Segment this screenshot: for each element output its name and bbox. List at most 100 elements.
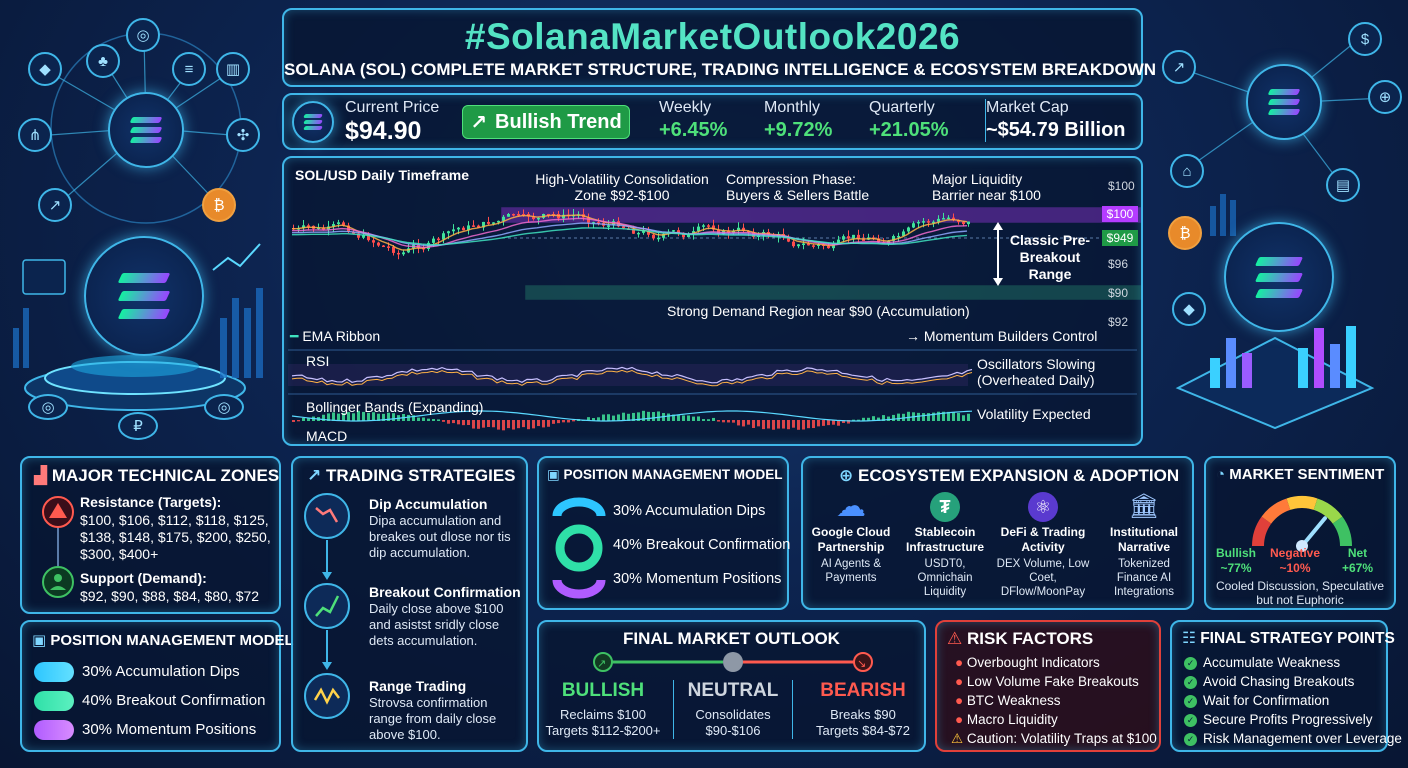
macd-bar: [527, 420, 530, 430]
macd-bar: [812, 420, 815, 429]
macd-bar: [567, 420, 570, 423]
macd-bar: [907, 411, 910, 421]
growth-chart-icon: ▤: [1326, 168, 1360, 202]
candle-body: [842, 236, 845, 240]
candle-body: [832, 243, 835, 249]
current-price-label: Current Price: [345, 99, 440, 116]
macd-bar: [967, 413, 970, 421]
gauge-segment: [1286, 496, 1318, 510]
macd-bar: [917, 412, 920, 421]
macd-bar: [892, 414, 895, 421]
solana-coin-icon: [292, 101, 334, 143]
risk-caution: ⚠ Caution: Volatility Traps at $100: [951, 731, 1157, 747]
candle-body: [742, 227, 745, 231]
macd-bar: [342, 412, 345, 421]
main-chart-panel: SOL/USD Daily Timeframe High-Volatility …: [282, 156, 1143, 446]
position-title: POSITION MANAGEMENT MODEL: [50, 632, 294, 649]
check-icon: ✓: [1184, 675, 1197, 689]
ecosystem-item-title: Institutional Narrative: [1110, 525, 1178, 554]
candle-body: [702, 225, 705, 227]
candle-body: [377, 242, 380, 246]
volatility-note: Volatility Expected: [977, 406, 1091, 422]
macd-bar: [732, 420, 735, 423]
outlook-title: FINAL MARKET OUTLOOK: [623, 629, 840, 648]
risk-item-text: Overbought Indicators: [966, 655, 1100, 670]
stat-value: +21.05%: [869, 119, 949, 141]
sentiment-panel: ◔ MARKET SENTIMENT Bullish ~77% Negative ~…: [1204, 456, 1396, 610]
macd-bar: [362, 411, 365, 421]
macd-bar: [477, 420, 480, 429]
network-icon: ⋔: [18, 118, 52, 152]
macd-bar: [457, 420, 460, 425]
solana-logo-small: [1246, 64, 1322, 140]
risk-caution-text: Caution: Volatility Traps at $100: [966, 731, 1157, 746]
solana-logo-large: [1224, 222, 1334, 332]
net-label-text: Net: [1347, 546, 1368, 560]
support-values: $92, $90, $88, $84, $80, $72: [80, 588, 260, 604]
candle-body: [942, 218, 945, 220]
candle-body: [497, 220, 500, 223]
candle-body: [952, 217, 955, 221]
candle-body: [932, 221, 935, 224]
candle-body: [792, 241, 795, 247]
candle-body: [392, 246, 395, 253]
trend-chart-icon: ↗: [38, 188, 72, 222]
candle-body: [562, 214, 565, 219]
macd-bar: [462, 420, 465, 426]
candle-body: [437, 238, 440, 241]
ecosystem-item-title: Stablecoin Infrastructure: [905, 525, 985, 554]
macd-bar: [622, 412, 625, 421]
candle-body: [402, 252, 405, 255]
outlook-neutral: NEUTRAL Consolidates $90-$106: [673, 680, 793, 739]
macd-bar: [377, 413, 380, 421]
macd-bar: [327, 413, 330, 421]
macd-bar: [747, 420, 750, 425]
coin-icon: ◎: [126, 18, 160, 52]
candle-body: [477, 225, 480, 228]
technical-zones-panel: ▟ MAJOR TECHNICAL ZONES Resistance (Targ…: [20, 456, 281, 614]
candle-body: [837, 239, 840, 244]
candle-body: [967, 221, 970, 225]
macd-bar: [292, 420, 295, 423]
allocation-label: 30% Accumulation Dips: [82, 662, 240, 680]
list-icon: ☷: [1182, 630, 1196, 647]
macd-bar: [882, 415, 885, 421]
outlook-panel: FINAL MARKET OUTLOOK ↗ ↘ BULLISH Reclaim…: [537, 620, 926, 752]
candle-body: [812, 245, 815, 247]
annotation-demand: Strong Demand Region near $90 (Accumulat…: [667, 303, 970, 319]
price-tag-92: $92: [1108, 315, 1129, 329]
bullish-label: Bullish ~77%: [1216, 546, 1256, 576]
macd-bar: [787, 420, 790, 430]
candle-body: [827, 245, 830, 249]
rsi-line: [291, 366, 973, 384]
risk-item: ● Low Volume Fake Breakouts: [955, 674, 1139, 689]
zones-title: MAJOR TECHNICAL ZONES: [51, 466, 280, 485]
macd-bar: [847, 420, 850, 424]
macd-bar: [502, 420, 505, 431]
ecosystem-item-text: Tokenized Finance AI Integrations: [1113, 558, 1175, 598]
stat-label: Weekly: [659, 99, 712, 116]
negative-label: Negative ~10%: [1270, 546, 1320, 576]
annotation-range: Classic Pre-Breakout Range: [1009, 232, 1091, 282]
candle-body: [672, 230, 675, 232]
allocation-label: 30% Momentum Positions: [613, 571, 782, 587]
candle-body: [817, 244, 820, 246]
macd-bar: [702, 419, 705, 421]
allocation-label: 40% Breakout Confirmation: [613, 537, 791, 553]
macd-bar: [947, 411, 950, 421]
final-item: ✓ Avoid Chasing Breakouts: [1184, 674, 1354, 689]
candle-body: [687, 234, 690, 238]
candle-body: [877, 238, 880, 243]
bar-chart-icon: ▥: [216, 52, 250, 86]
candle-body: [522, 214, 525, 216]
allocation-bar: [34, 720, 74, 740]
macd-bar: [492, 420, 495, 428]
page-title: #SolanaMarketOutlook2026: [464, 16, 961, 57]
candle-body: [372, 240, 375, 243]
allocation-row: 30% Momentum Positions: [34, 720, 256, 740]
bollinger-label: Bollinger Bands (Expanding): [306, 399, 484, 415]
macd-bar: [687, 415, 690, 421]
position-model-left: ▣ POSITION MANAGEMENT MODEL 30% Accumula…: [20, 620, 294, 752]
macd-bar: [772, 420, 775, 430]
stat-value: ~$54.79 Billion: [986, 119, 1126, 141]
